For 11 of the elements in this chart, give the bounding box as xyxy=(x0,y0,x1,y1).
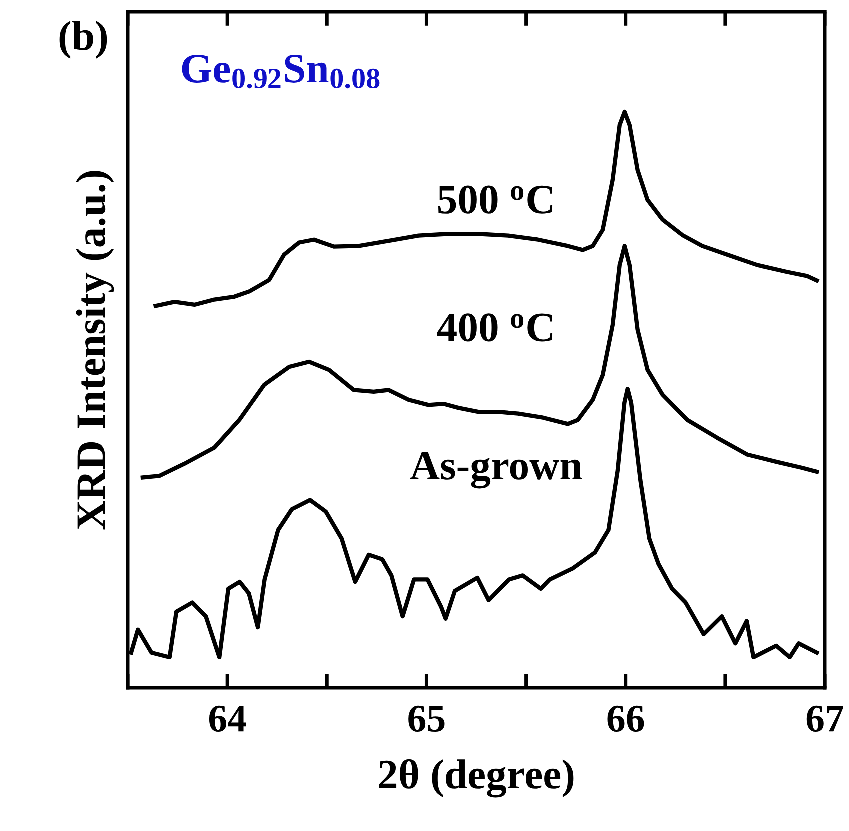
series-label: 400 $^{o}$C xyxy=(437,314,553,342)
x-tick-label: 67 xyxy=(806,706,844,732)
x-tick-label: 65 xyxy=(408,706,445,732)
series-label: As-grown xyxy=(410,452,582,489)
series-label: 500 $^{o}$C xyxy=(438,186,553,214)
text: Ge$_{0.92}$Sn$_{0.08}$ xyxy=(182,54,380,89)
y-axis-title: XRD Intensity (a.u.) xyxy=(76,171,114,530)
x-tick-label: 66 xyxy=(608,706,644,732)
x-axis-title: 2θ (degree) xyxy=(379,759,574,798)
x-tick-label: 64 xyxy=(209,706,246,732)
text: (b) xyxy=(60,21,108,59)
